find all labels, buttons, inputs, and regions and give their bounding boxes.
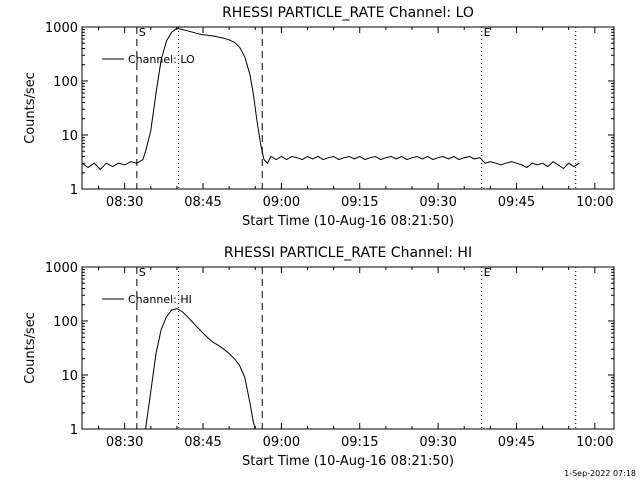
plot-frame bbox=[81, 26, 615, 190]
y-axis-label: Counts/sec bbox=[23, 72, 38, 144]
y-axis-label: Counts/sec bbox=[23, 312, 38, 384]
chart-panel-1: RHESSI PARTICLE_RATE Channel: HI 08:30 08:… bbox=[23, 245, 615, 469]
event-marker-label: E bbox=[484, 26, 491, 39]
chart-panel-0: RHESSI PARTICLE_RATE Channel: LO 08:30 08:… bbox=[23, 5, 615, 229]
y-tick-label: 1 bbox=[70, 423, 78, 438]
x-tick-label: 09:00 bbox=[263, 195, 300, 210]
y-tick-label: 10 bbox=[61, 369, 78, 384]
footer-timestamp: 1-Sep-2022 07:18 bbox=[564, 469, 636, 478]
event-marker-label: S bbox=[139, 266, 146, 279]
x-tick-label: 08:30 bbox=[106, 195, 143, 210]
series-line-0 bbox=[82, 27, 580, 171]
x-tick-label: 09:15 bbox=[341, 435, 378, 450]
x-tick-label: 09:00 bbox=[263, 435, 300, 450]
plot-frame bbox=[81, 266, 615, 430]
legend-label: Channel: LO bbox=[128, 53, 195, 66]
x-tick-label: 08:30 bbox=[106, 435, 143, 450]
x-tick-label: 08:45 bbox=[184, 435, 221, 450]
x-tick-label: 10:00 bbox=[576, 435, 613, 450]
x-tick-label: 08:45 bbox=[184, 195, 221, 210]
y-tick-label: 100 bbox=[53, 315, 78, 330]
y-tick-label: 10 bbox=[61, 129, 78, 144]
y-tick-label: 1 bbox=[70, 183, 78, 198]
x-tick-label: 09:30 bbox=[419, 435, 456, 450]
x-axis-label: Start Time (10-Aug-16 08:21:50) bbox=[242, 454, 454, 469]
chart-title: RHESSI PARTICLE_RATE Channel: LO bbox=[222, 5, 474, 21]
x-axis-label: Start Time (10-Aug-16 08:21:50) bbox=[242, 214, 454, 229]
x-tick-label: 09:30 bbox=[419, 195, 456, 210]
legend-label: Channel: HI bbox=[128, 293, 192, 306]
x-tick-label: 09:15 bbox=[341, 195, 378, 210]
y-tick-label: 100 bbox=[53, 75, 78, 90]
event-marker-label: S bbox=[139, 26, 146, 39]
x-tick-label: 10:00 bbox=[576, 195, 613, 210]
x-tick-label: 09:45 bbox=[498, 195, 535, 210]
y-tick-label: 1000 bbox=[45, 261, 78, 276]
event-marker-label: E bbox=[484, 266, 491, 279]
y-tick-label: 1000 bbox=[45, 21, 78, 36]
series-line-0 bbox=[145, 308, 256, 429]
x-tick-label: 09:45 bbox=[498, 435, 535, 450]
chart-title: RHESSI PARTICLE_RATE Channel: HI bbox=[224, 245, 472, 261]
